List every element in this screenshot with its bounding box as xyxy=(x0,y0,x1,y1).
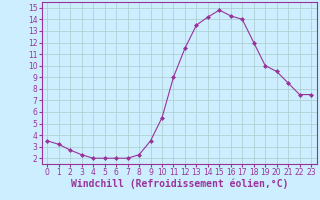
X-axis label: Windchill (Refroidissement éolien,°C): Windchill (Refroidissement éolien,°C) xyxy=(70,179,288,189)
